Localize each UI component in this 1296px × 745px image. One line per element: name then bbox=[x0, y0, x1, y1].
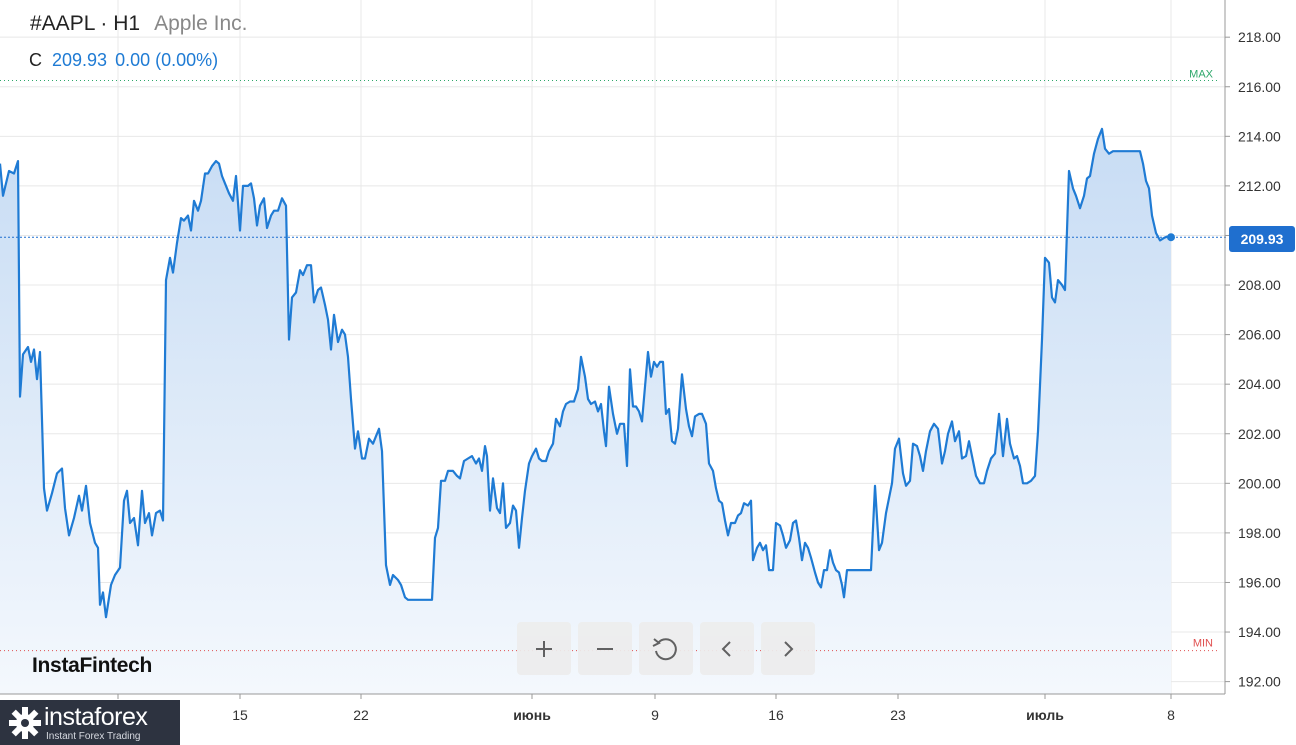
y-tick-label: 204.00 bbox=[1238, 376, 1281, 392]
y-tick-label: 198.00 bbox=[1238, 525, 1281, 541]
y-tick-label: 194.00 bbox=[1238, 624, 1281, 640]
min-label: MIN bbox=[1193, 638, 1213, 650]
zoom-out-button[interactable] bbox=[578, 622, 632, 675]
plus-icon bbox=[536, 640, 552, 657]
price-area-fill bbox=[0, 128, 1171, 694]
minus-icon bbox=[597, 647, 613, 650]
close-value: 209.93 bbox=[52, 50, 108, 70]
y-tick-label: 208.00 bbox=[1238, 277, 1281, 293]
y-tick-label: 202.00 bbox=[1238, 426, 1281, 442]
logo-tagline: Instant Forex Trading bbox=[46, 731, 141, 742]
y-tick-label: 206.00 bbox=[1238, 327, 1281, 343]
x-tick-label: 8 bbox=[1167, 707, 1175, 723]
x-axis: 81522июнь91623июль8 bbox=[0, 693, 1225, 723]
chevron-left-icon bbox=[721, 640, 731, 657]
x-tick-label: 16 bbox=[768, 707, 784, 723]
reset-button[interactable] bbox=[639, 622, 693, 675]
y-tick-label: 214.00 bbox=[1238, 128, 1281, 144]
max-label: MAX bbox=[1189, 69, 1214, 81]
watermark-brand: InstaFintech bbox=[32, 654, 153, 677]
price-area bbox=[0, 128, 1171, 694]
y-tick-label: 192.00 bbox=[1238, 674, 1281, 690]
y-axis: 192.00 194.00 196.00 198.00 200.00 202.00 204.… bbox=[1224, 0, 1281, 694]
x-tick-label: июль bbox=[1026, 707, 1064, 723]
y-tick-label: 218.00 bbox=[1238, 29, 1281, 45]
last-price-badge: 209.93 bbox=[1229, 226, 1295, 252]
quote-line: C 209.93 0.00 (0.00%) bbox=[29, 50, 226, 71]
last-price-point bbox=[1167, 233, 1175, 242]
y-tick-label: 212.00 bbox=[1238, 178, 1281, 194]
price-series bbox=[0, 127, 1172, 619]
close-label: C bbox=[29, 50, 42, 70]
y-tick-label: 216.00 bbox=[1238, 79, 1281, 95]
price-line bbox=[0, 127, 1172, 619]
x-tick-label: 23 bbox=[890, 707, 906, 723]
scroll-right-button[interactable] bbox=[761, 622, 815, 675]
scroll-left-button[interactable] bbox=[700, 622, 754, 675]
reset-icon bbox=[652, 637, 677, 660]
chevron-right-icon bbox=[784, 640, 794, 657]
y-tick-label: 196.00 bbox=[1238, 574, 1281, 590]
instaforex-logo[interactable]: instaforex Instant Forex Trading bbox=[0, 700, 180, 745]
chart-toolbar bbox=[517, 622, 815, 675]
gear-logo-icon bbox=[9, 707, 41, 739]
x-tick-label: июнь bbox=[513, 707, 551, 723]
chart-header: #AAPL · H1 Apple Inc. bbox=[30, 12, 248, 36]
change-value: 0.00 (0.00%) bbox=[115, 50, 219, 70]
y-tick-label: 200.00 bbox=[1238, 475, 1281, 491]
logo-name: instaforex bbox=[44, 703, 148, 731]
level-lines: MAX MIN bbox=[0, 69, 1228, 652]
x-tick-label: 15 bbox=[232, 707, 248, 723]
x-tick-label: 9 bbox=[651, 707, 659, 723]
symbol-title: #AAPL · H1 bbox=[30, 12, 141, 35]
zoom-in-button[interactable] bbox=[517, 622, 571, 675]
company-name: Apple Inc. bbox=[154, 12, 248, 35]
x-tick-label: 22 bbox=[353, 707, 369, 723]
